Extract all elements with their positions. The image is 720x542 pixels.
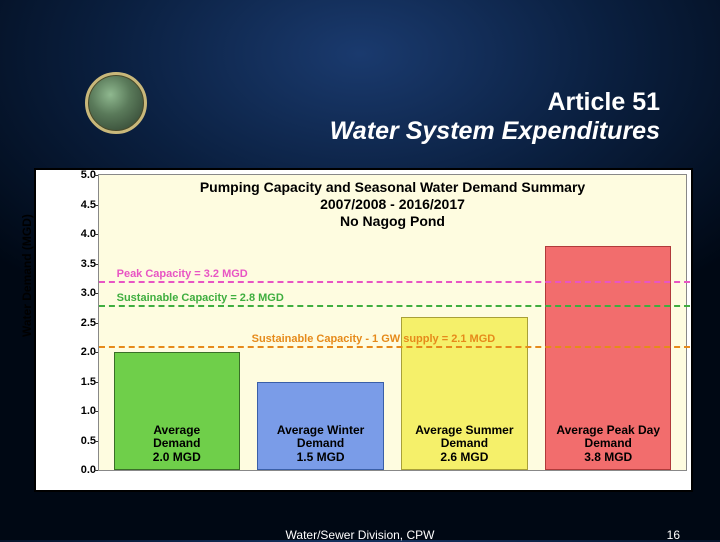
y-tick-label: 1.5 [66, 376, 96, 388]
y-tick-mark [94, 411, 98, 412]
bar-label: Average WinterDemand1.5 MGD [258, 424, 382, 465]
chart-title: Pumping Capacity and Seasonal Water Dema… [99, 179, 686, 229]
y-tick-label: 0.5 [66, 435, 96, 447]
y-tick-mark [94, 382, 98, 383]
chart-title-line2: 2007/2008 - 2016/2017 [320, 196, 465, 212]
bar-label: Average SummerDemand2.6 MGD [402, 424, 526, 465]
reference-line-label: Peak Capacity = 3.2 MGD [117, 268, 248, 280]
slide-title-line1: Article 51 [330, 88, 660, 117]
y-tick-label: 4.0 [66, 228, 96, 240]
y-tick-label: 5.0 [66, 169, 96, 181]
town-seal-logo [85, 72, 147, 134]
y-tick-mark [94, 234, 98, 235]
bar: Average Peak DayDemand3.8 MGD [545, 246, 671, 470]
y-tick-label: 0.0 [66, 464, 96, 476]
y-tick-label: 2.0 [66, 346, 96, 358]
reference-line-label: Sustainable Capacity = 2.8 MGD [117, 292, 284, 304]
bar-label: Average Peak DayDemand3.8 MGD [546, 424, 670, 465]
y-tick-mark [94, 352, 98, 353]
reference-line [99, 305, 690, 307]
slide-title-block: Article 51 Water System Expenditures [330, 88, 660, 146]
bar-label: AverageDemand2.0 MGD [115, 424, 239, 465]
y-tick-mark [94, 175, 98, 176]
bar: Average WinterDemand1.5 MGD [257, 382, 383, 471]
y-tick-label: 1.0 [66, 405, 96, 417]
y-tick-mark [94, 293, 98, 294]
plot-area: Pumping Capacity and Seasonal Water Dema… [98, 174, 687, 471]
reference-line [99, 346, 690, 348]
y-tick-mark [94, 323, 98, 324]
chart-panel: Water Demand (MGD) 0.00.51.01.52.02.53.0… [34, 168, 693, 492]
y-axis-label: Water Demand (MGD) [20, 214, 34, 337]
reference-line [99, 281, 690, 283]
y-tick-mark [94, 470, 98, 471]
y-tick-mark [94, 264, 98, 265]
chart-title-line1: Pumping Capacity and Seasonal Water Dema… [200, 179, 585, 195]
chart-title-line3: No Nagog Pond [340, 213, 445, 229]
bar: AverageDemand2.0 MGD [114, 352, 240, 470]
y-tick-label: 2.5 [66, 317, 96, 329]
y-tick-mark [94, 441, 98, 442]
y-tick-label: 3.0 [66, 287, 96, 299]
y-tick-label: 4.5 [66, 199, 96, 211]
slide-title-line2: Water System Expenditures [330, 117, 660, 146]
y-tick-mark [94, 205, 98, 206]
reference-line-label: Sustainable Capacity - 1 GW supply = 2.1… [252, 333, 496, 345]
y-tick-label: 3.5 [66, 258, 96, 270]
